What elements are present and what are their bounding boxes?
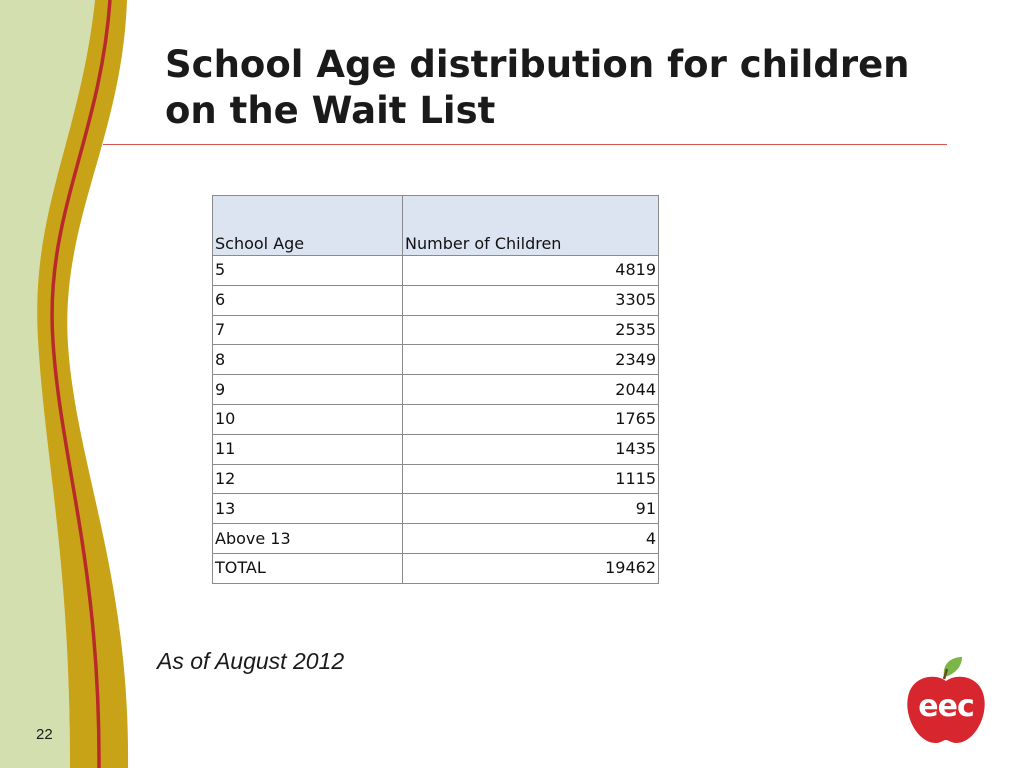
slide-title-line-2: on the Wait List xyxy=(165,89,496,132)
table-row: 13 91 xyxy=(212,493,659,525)
age-cell: 5 xyxy=(212,255,403,286)
age-cell: 9 xyxy=(212,374,403,405)
table-row: 7 2535 xyxy=(212,314,659,346)
table-row: 11 1435 xyxy=(212,433,659,465)
age-distribution-table: School Age Number of Children 5 4819 6 3… xyxy=(212,195,659,584)
slide-title: School Age distribution for children on … xyxy=(165,42,985,134)
logo-text: eec xyxy=(918,689,974,724)
age-cell: 7 xyxy=(212,314,403,346)
count-cell: 1115 xyxy=(402,463,659,495)
age-cell: 10 xyxy=(212,403,403,435)
apple-body xyxy=(907,676,985,743)
age-cell: Above 13 xyxy=(212,523,403,554)
count-cell: 3305 xyxy=(402,284,659,316)
total-label-cell: TOTAL xyxy=(212,552,403,584)
table-row: Above 13 4 xyxy=(212,523,659,554)
age-cell: 12 xyxy=(212,463,403,495)
column-header-school-age: School Age xyxy=(212,195,403,256)
table-row: 12 1115 xyxy=(212,463,659,495)
decorative-left-band xyxy=(0,0,129,768)
column-header-number-of-children: Number of Children xyxy=(402,195,659,256)
page-number: 22 xyxy=(36,726,53,743)
apple-icon xyxy=(907,657,985,743)
count-cell: 4819 xyxy=(402,255,659,286)
apple-leaf xyxy=(943,657,962,677)
title-divider xyxy=(103,144,947,145)
table-header-row: School Age Number of Children xyxy=(212,195,659,256)
table-row: 10 1765 xyxy=(212,403,659,435)
count-cell: 4 xyxy=(402,523,659,554)
as-of-date-note: As of August 2012 xyxy=(157,648,345,674)
table-row: 5 4819 xyxy=(212,255,659,286)
band-green xyxy=(0,0,95,768)
band-red-stripe xyxy=(50,0,112,768)
count-cell: 2044 xyxy=(402,374,659,405)
total-count-cell: 19462 xyxy=(402,552,659,584)
age-cell: 6 xyxy=(212,284,403,316)
count-cell: 2349 xyxy=(402,344,659,376)
slide-title-line-1: School Age distribution for children xyxy=(165,43,910,86)
count-cell: 2535 xyxy=(402,314,659,346)
table-row: 8 2349 xyxy=(212,344,659,376)
age-cell: 11 xyxy=(212,433,403,465)
table-row-total: TOTAL 19462 xyxy=(212,552,659,584)
eec-logo: eec xyxy=(900,655,992,747)
count-cell: 1765 xyxy=(402,403,659,435)
apple-stem xyxy=(942,668,949,680)
age-cell: 13 xyxy=(212,493,403,525)
age-cell: 8 xyxy=(212,344,403,376)
table-row: 6 3305 xyxy=(212,284,659,316)
count-cell: 1435 xyxy=(402,433,659,465)
band-gold xyxy=(37,0,129,768)
table-row: 9 2044 xyxy=(212,374,659,405)
count-cell: 91 xyxy=(402,493,659,525)
